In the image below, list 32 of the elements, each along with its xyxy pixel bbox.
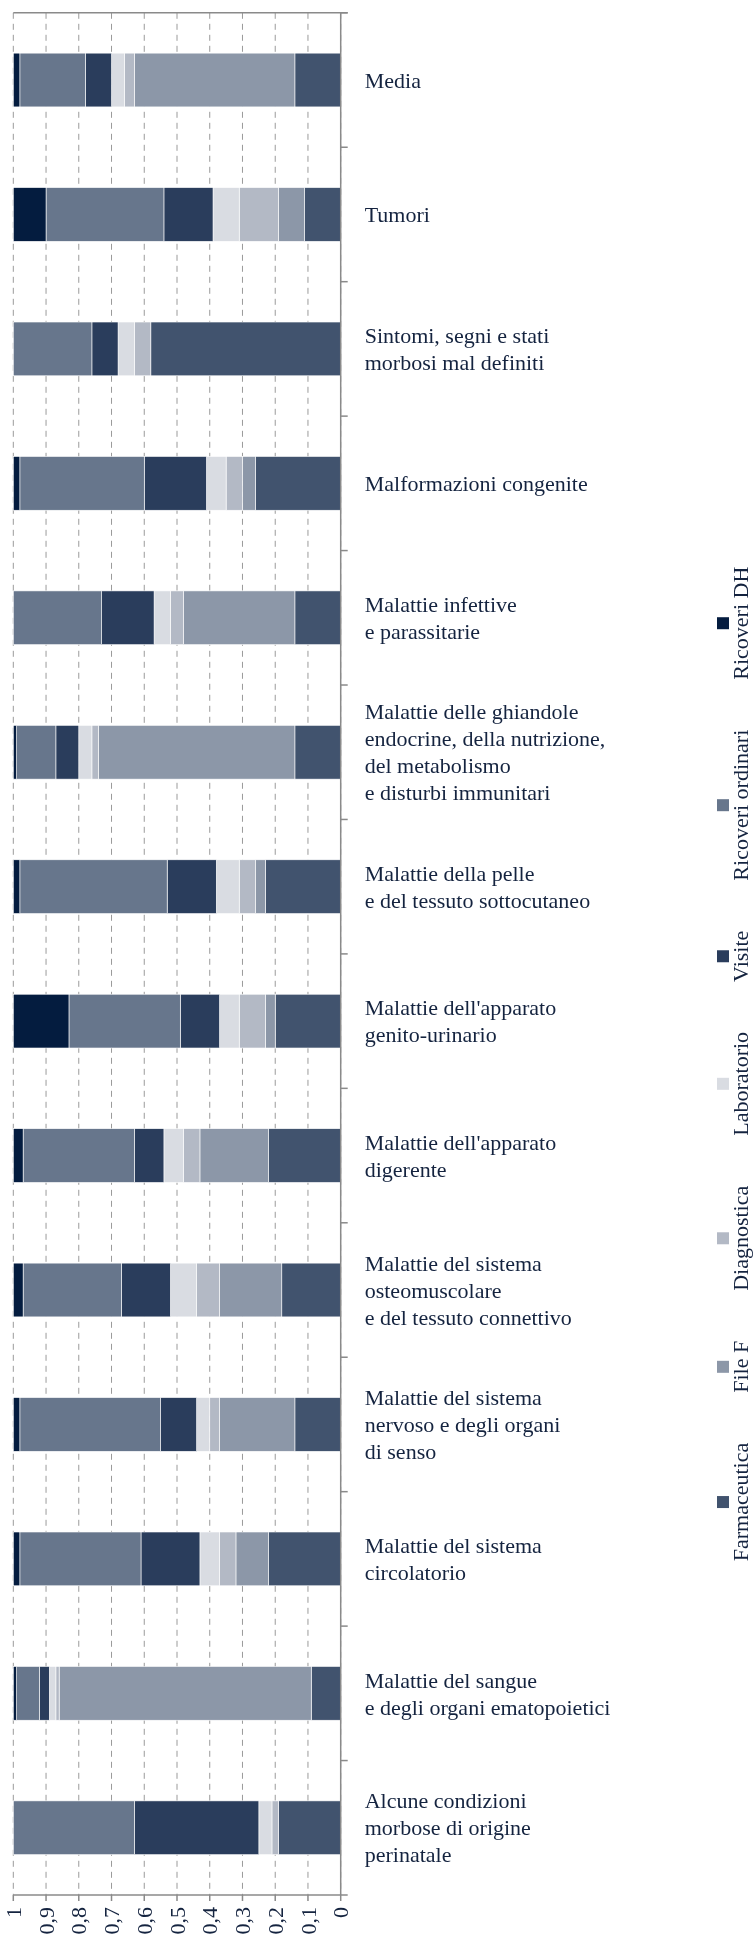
x-tick-label: 0,8 <box>66 1907 92 1935</box>
y-tick-label: Malformazioni congenite <box>364 471 588 497</box>
y-tick-label: Malattie delle ghiandole endocrine, della nutrizione, del metabolismo e disturbi immunitari <box>364 699 606 806</box>
legend-label: Farmaceutica <box>728 1442 753 1562</box>
x-tick-label: 0,1 <box>295 1907 321 1935</box>
y-tick-label: Sintomi, segni e stati morbosi mal definiti <box>364 323 550 376</box>
y-tick-label: Malattie del sangue e degli organi ematopoietici <box>364 1667 611 1720</box>
legend-label: Laboratorio <box>728 1031 753 1136</box>
x-tick-label: 0 <box>328 1907 354 1918</box>
x-tick-label: 0,5 <box>164 1907 190 1935</box>
legend-label: Ricoveri ordinari <box>728 729 753 881</box>
y-tick-label: Malattie dell'apparato genito-urinario <box>364 995 557 1048</box>
x-tick-label: 0,7 <box>99 1907 125 1935</box>
y-tick-label: Malattie della pelle e del tessuto sottocutaneo <box>364 860 591 913</box>
legend-label: Visite <box>728 930 753 982</box>
legend-label: Diagnostica <box>728 1185 753 1291</box>
x-tick-label: 0,4 <box>197 1907 223 1935</box>
x-tick-label: 0,3 <box>230 1907 256 1935</box>
y-tick-label: Malattie del sistema circolatorio <box>364 1533 543 1586</box>
y-tick-label: Malattie infettive e parassitarie <box>364 591 517 644</box>
legend-label: File F <box>728 1340 753 1393</box>
y-tick-label: Media <box>364 67 422 93</box>
x-tick-label: 1 <box>1 1907 26 1918</box>
y-tick-label: Malattie dell'apparato digerente <box>364 1129 557 1182</box>
y-tick-label: Tumori <box>364 202 430 228</box>
x-tick-label: 0,6 <box>131 1907 157 1935</box>
x-tick-label: 0,2 <box>262 1907 288 1935</box>
y-tick-label: Malattie del sistema osteomuscolare e del tessuto connettivo <box>364 1250 572 1330</box>
x-tick-label: 0,9 <box>33 1907 59 1935</box>
y-tick-label: Malattie del sistema nervoso e degli organi di senso <box>364 1385 561 1465</box>
legend-label: Ricoveri DH <box>728 566 753 680</box>
y-tick-label: Alcune condizioni morbose di origine perinatale <box>364 1788 531 1868</box>
